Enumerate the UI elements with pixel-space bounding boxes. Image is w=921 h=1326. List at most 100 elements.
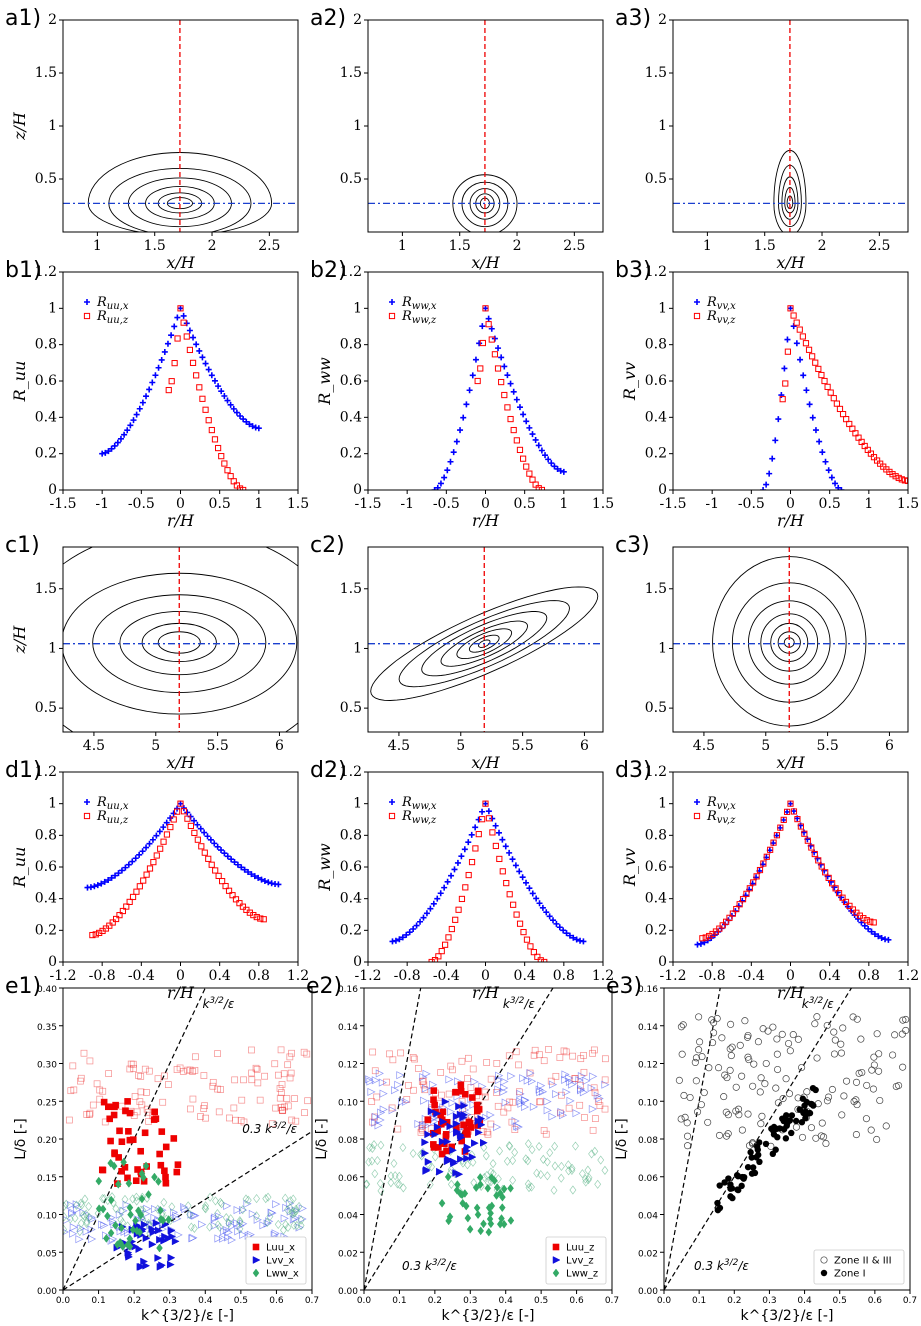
- y-axis-label: L/δ [-]: [614, 1118, 630, 1160]
- data-point: [537, 957, 544, 962]
- data-point: [471, 1139, 479, 1148]
- panel-a1: a1)1 1.5 2 2.50.511.52x/Hz/H: [5, 6, 299, 272]
- data-point: [782, 380, 789, 387]
- data-point: [500, 1184, 508, 1194]
- x-tick-label: -1.5: [355, 496, 382, 512]
- y-tick-label: 0.00: [37, 1287, 57, 1297]
- panel-b2: b2)-1.5 -1 -0.5 0 0.5 1 1.500.20.40.60.811.2r/…: [310, 258, 614, 530]
- data-point: [282, 1203, 291, 1212]
- contour-line: [141, 623, 217, 662]
- legend-label: Rww,z: [401, 309, 437, 326]
- data-point: [727, 1193, 734, 1200]
- data-point: [734, 1172, 742, 1180]
- y-axis-label: L/δ [-]: [314, 1118, 330, 1160]
- data-point: [720, 1093, 728, 1101]
- data-point: [420, 1081, 428, 1089]
- data-point: [174, 314, 181, 321]
- y-tick-label: 0.08: [638, 1136, 658, 1146]
- y-tick-label: 0.8: [35, 337, 57, 353]
- data-point: [803, 1088, 811, 1096]
- data-point: [787, 800, 794, 807]
- data-point: [738, 1072, 746, 1080]
- contour-line: [747, 600, 831, 685]
- data-point: [200, 1105, 208, 1112]
- data-point: [565, 1077, 575, 1086]
- data-point: [365, 1157, 373, 1167]
- x-tick-label: 0.4: [499, 1296, 514, 1306]
- data-point: [582, 1076, 591, 1085]
- data-point: [218, 388, 225, 395]
- data-point: [552, 1268, 560, 1278]
- data-point: [91, 883, 98, 890]
- data-point: [822, 458, 829, 465]
- data-point: [152, 1219, 161, 1227]
- data-point: [710, 1029, 718, 1037]
- data-point: [602, 1055, 609, 1063]
- data-point: [284, 1205, 291, 1215]
- data-point: [754, 1038, 762, 1046]
- y-tick-label: 0.00: [338, 1287, 358, 1297]
- data-point: [719, 922, 726, 929]
- data-point: [830, 1050, 839, 1058]
- data-point: [751, 1169, 759, 1177]
- data-point: [694, 1108, 702, 1116]
- data-point: [228, 1222, 237, 1231]
- contour-line: [777, 631, 801, 654]
- data-point: [99, 927, 106, 935]
- y-axis-label: R_uu: [10, 847, 29, 889]
- y-tick-label: 0.10: [338, 1098, 358, 1108]
- data-point: [464, 1075, 471, 1082]
- data-point: [750, 879, 757, 886]
- data-point: [225, 887, 233, 894]
- data-point: [221, 460, 228, 467]
- data-point: [112, 872, 119, 879]
- data-point: [853, 1015, 861, 1023]
- data-point: [548, 1112, 557, 1121]
- data-point: [550, 917, 557, 924]
- data-point: [850, 1097, 858, 1106]
- data-point: [589, 1072, 598, 1081]
- data-point: [494, 1102, 502, 1110]
- data-point: [63, 1201, 68, 1211]
- y-tick-label: 2: [353, 12, 362, 28]
- data-point: [149, 379, 156, 386]
- data-point: [755, 1151, 762, 1159]
- legend-label: Rvv,z: [706, 809, 736, 826]
- contour-line: [456, 628, 513, 660]
- data-point: [129, 1060, 137, 1068]
- data-point: [163, 831, 171, 838]
- data-point: [499, 836, 506, 843]
- plot-area: [389, 800, 587, 962]
- line-label-part: 3/2: [809, 996, 824, 1006]
- data-point: [799, 333, 806, 340]
- data-point: [460, 1110, 469, 1119]
- data-point: [210, 1214, 219, 1223]
- data-point: [553, 920, 560, 927]
- panel-label: e1): [5, 974, 41, 999]
- reference-line: [364, 988, 422, 1290]
- plot-area: [664, 988, 910, 1290]
- data-point: [523, 463, 530, 470]
- data-point: [422, 1121, 431, 1130]
- data-point: [129, 1225, 137, 1235]
- panel-label: c3): [615, 533, 650, 558]
- y-tick-label: 1: [658, 640, 667, 656]
- data-point: [736, 1041, 744, 1049]
- data-point: [753, 873, 760, 880]
- data-point: [433, 1109, 442, 1118]
- data-point: [129, 893, 137, 901]
- contour-line: [440, 620, 528, 667]
- data-point: [601, 1080, 610, 1089]
- data-point: [584, 1175, 592, 1185]
- data-point: [187, 1222, 195, 1232]
- data-point: [122, 1107, 129, 1115]
- line-label-part: /ε: [737, 1259, 749, 1273]
- data-point: [149, 836, 156, 843]
- data-point: [811, 850, 818, 858]
- data-point: [261, 878, 268, 885]
- legend-label: Ruu,x: [96, 795, 129, 812]
- axes-frame: [367, 19, 604, 233]
- x-axis-label: x/H: [166, 253, 195, 272]
- axes-frame: [672, 19, 909, 233]
- data-point: [164, 340, 171, 347]
